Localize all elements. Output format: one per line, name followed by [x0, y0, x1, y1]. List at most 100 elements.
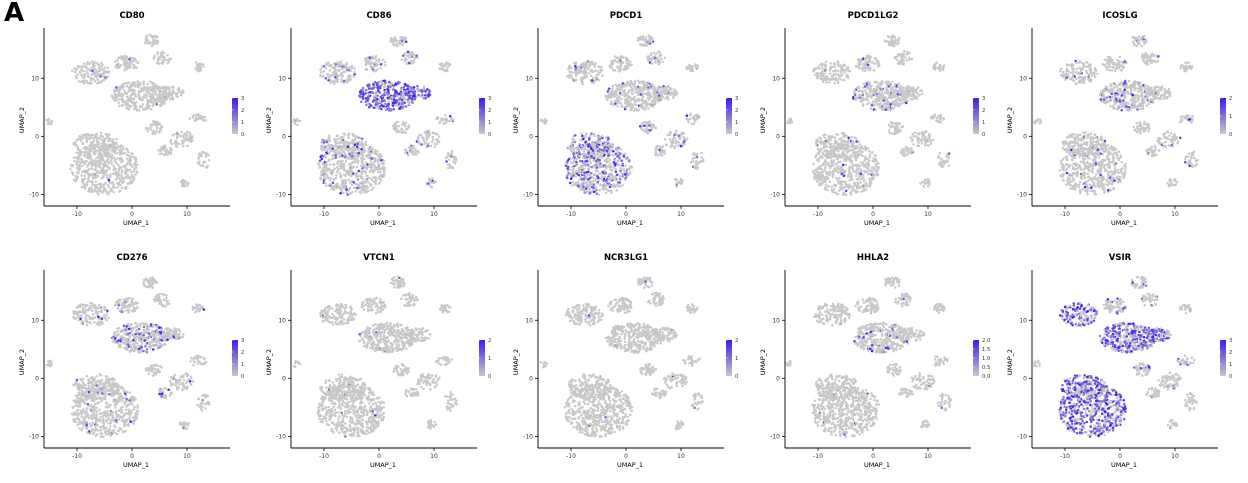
cell-point — [160, 102, 164, 106]
cell-point — [366, 163, 369, 166]
cell-point — [591, 61, 594, 64]
cell-point — [570, 174, 573, 178]
cell-point — [601, 134, 604, 138]
cell-point — [413, 57, 417, 60]
cell-point — [393, 89, 397, 92]
cell-point — [330, 173, 334, 176]
cell-point — [597, 149, 600, 153]
cell-point — [331, 181, 335, 185]
cell-point — [396, 94, 400, 98]
cell-point — [658, 148, 661, 152]
cell-point — [86, 165, 89, 168]
cell-point — [373, 57, 376, 60]
cell-point — [329, 149, 333, 152]
cell-point — [675, 178, 678, 182]
cell-point — [150, 108, 153, 111]
cell-point — [103, 137, 106, 141]
cell-point — [695, 115, 699, 118]
cell-point — [596, 152, 599, 156]
cell-point — [336, 78, 340, 81]
cell-point — [121, 95, 124, 98]
cell-point — [634, 87, 637, 91]
cell-point — [322, 141, 326, 144]
cell-point — [118, 169, 121, 172]
cell-point — [99, 72, 103, 76]
cell-point — [335, 170, 339, 174]
cell-point — [360, 159, 364, 162]
cell-point — [156, 60, 159, 64]
cell-point — [424, 141, 428, 145]
cell-point — [370, 104, 373, 108]
cell-point — [661, 148, 664, 152]
cell-point — [689, 113, 692, 117]
cell-point — [92, 139, 96, 143]
cell-point — [361, 167, 364, 170]
cell-point — [619, 102, 623, 106]
cell-point — [603, 183, 607, 187]
cell-point — [574, 74, 578, 78]
cell-point — [693, 165, 696, 169]
cell-point — [569, 161, 573, 164]
cell-point — [393, 36, 397, 39]
cell-point — [197, 63, 201, 66]
cell-point — [354, 182, 357, 186]
cell-point — [75, 138, 79, 142]
cell-point — [339, 162, 343, 165]
cell-point — [401, 96, 404, 99]
cell-point — [383, 85, 387, 89]
cell-point — [151, 104, 155, 108]
cell-point — [74, 179, 77, 183]
cell-point — [364, 88, 368, 92]
cell-point — [341, 159, 344, 163]
cell-point — [176, 95, 180, 98]
cell-point — [622, 167, 625, 170]
cell-point — [128, 66, 131, 70]
cell-point — [601, 170, 604, 174]
cell-point — [604, 143, 607, 147]
cell-point — [598, 148, 602, 151]
cell-point — [364, 100, 368, 103]
cell-point — [182, 141, 185, 144]
cell-point — [155, 41, 159, 45]
cell-point — [356, 178, 360, 181]
cell-point — [371, 87, 375, 90]
cell-point — [590, 151, 594, 155]
cell-point — [111, 138, 115, 141]
cell-point — [131, 165, 134, 168]
cell-point — [346, 145, 350, 149]
cell-point — [569, 177, 573, 181]
cell-point — [132, 97, 135, 100]
cell-point — [132, 56, 136, 60]
cell-point — [163, 89, 166, 92]
cell-point — [348, 66, 352, 69]
cell-point — [695, 163, 698, 167]
cell-point — [156, 50, 159, 54]
cell-point — [365, 97, 369, 100]
cell-point — [377, 58, 381, 62]
cell-point — [322, 168, 325, 171]
cell-point — [143, 93, 146, 97]
cell-point — [601, 144, 604, 148]
cell-point — [442, 118, 445, 122]
cell-point — [168, 88, 171, 91]
cell-point — [429, 178, 433, 182]
cell-point — [354, 134, 358, 138]
cell-point — [333, 163, 336, 167]
cell-point — [360, 151, 363, 154]
cell-point — [97, 163, 101, 167]
cell-point — [397, 124, 401, 128]
cell-point — [130, 181, 134, 185]
cell-point — [162, 96, 166, 100]
cell-point — [78, 167, 81, 170]
cell-point — [640, 97, 644, 101]
cell-point — [394, 90, 397, 94]
legend-tick-label: 2 — [241, 108, 244, 114]
cell-point — [647, 130, 651, 133]
cell-point — [114, 141, 118, 145]
cell-point — [389, 38, 393, 42]
cell-point — [648, 61, 652, 64]
cell-point — [371, 91, 375, 95]
cell-point — [585, 185, 588, 188]
cell-point — [616, 173, 619, 177]
cell-point — [93, 147, 96, 150]
